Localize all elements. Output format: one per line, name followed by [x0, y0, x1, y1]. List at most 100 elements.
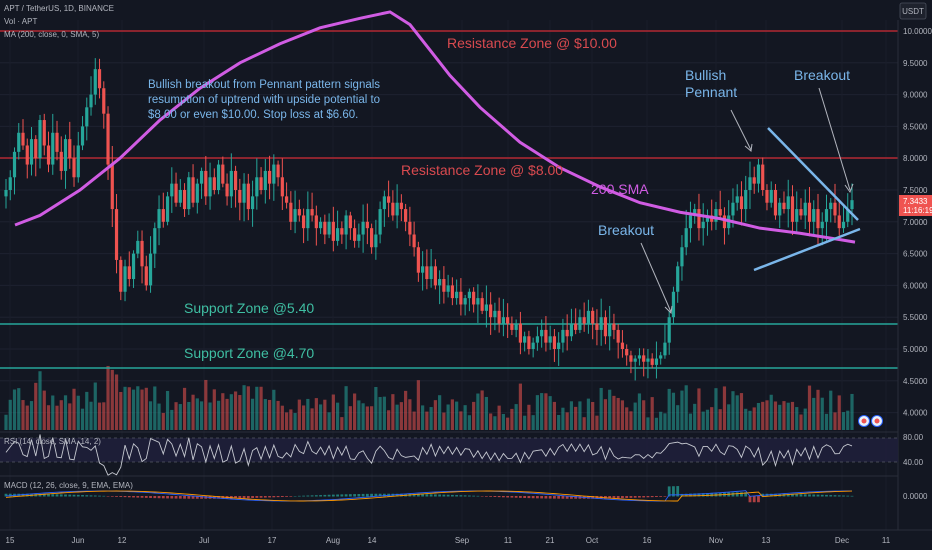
currency-button[interactable]: USDT — [899, 2, 927, 20]
volume-bar — [425, 411, 429, 430]
pennant-lower-line — [753, 227, 861, 272]
volume-bar — [263, 399, 267, 430]
candle-body — [637, 355, 642, 359]
macd-hist-bar — [514, 496, 518, 498]
macd-hist-bar — [106, 496, 110, 497]
volume-bar — [323, 399, 327, 430]
volume-bar — [4, 414, 8, 430]
volume-bar — [744, 408, 748, 430]
price-tag: 7.3433 11:16:19 — [899, 195, 932, 216]
candle-body — [246, 183, 250, 210]
candle-body — [38, 120, 42, 159]
volume-bar — [229, 394, 233, 430]
time-axis[interactable]: 15 Jun 12 Jul 17 Aug 14 Sep 11 21 Oct 16 Nov 13 Dec 11 — [6, 536, 891, 545]
volume-bar — [12, 389, 17, 430]
candle-body — [89, 94, 93, 108]
volume-bar — [297, 399, 301, 430]
macd-tick-zero: 0.0000 — [903, 492, 928, 501]
candle-body — [612, 323, 616, 330]
macd-hist-bar — [395, 493, 399, 497]
candle-body — [148, 253, 153, 286]
volume-bar — [446, 404, 450, 430]
macd-hist-bar — [553, 496, 556, 499]
volume-bar — [608, 389, 612, 430]
candle-body — [382, 196, 386, 210]
macd-hist-bar — [570, 496, 573, 499]
volume-bar — [412, 411, 416, 430]
volume-bar — [795, 407, 799, 430]
volume-bar — [552, 401, 557, 430]
chart-header: APT / TetherUS, 1D, BINANCE Vol · APT MA… — [4, 4, 114, 39]
macd-hist-bar — [476, 495, 480, 497]
pennant-label: Pennant — [685, 84, 737, 100]
candle-body — [620, 342, 625, 349]
breakout-top-arrow — [818, 87, 851, 191]
macd-hist-bar — [68, 494, 72, 497]
volume-bar — [204, 379, 208, 430]
volume-bar — [68, 403, 72, 430]
candle-body — [93, 69, 97, 95]
candle-body — [259, 177, 263, 190]
candle-body — [106, 113, 110, 165]
candle-body — [68, 139, 72, 159]
volume-bar — [586, 398, 591, 430]
volume-bar — [591, 401, 595, 430]
breakout-mid-arrow — [640, 242, 672, 313]
candle-body — [561, 329, 565, 343]
macd-hist-bar — [820, 494, 824, 497]
candle-body — [361, 221, 365, 235]
volume-bar — [527, 404, 531, 430]
macd-hist-bar — [217, 496, 220, 499]
time-axis-tick: Aug — [326, 536, 340, 545]
macd-hist-bar — [268, 496, 271, 498]
volume-bar — [497, 405, 501, 430]
macd-hist-bar — [297, 495, 301, 497]
volume-bar — [429, 407, 433, 430]
macd-hist-bar — [251, 496, 254, 498]
candle-body — [582, 317, 586, 324]
volume-bar — [161, 412, 165, 430]
macd-hist-bar — [157, 496, 161, 499]
candle-body — [144, 266, 148, 286]
candle-body — [97, 69, 102, 89]
candle-body — [497, 310, 501, 324]
volume-bar — [463, 405, 467, 430]
candle-body — [123, 266, 127, 292]
price-axis[interactable]: 10.0000 9.5000 9.0000 8.5000 8.0000 7.5000 7.0… — [903, 27, 932, 418]
volume-bar — [93, 382, 97, 430]
macd-hist-bar — [816, 494, 820, 497]
volume-bar — [404, 390, 408, 430]
breakout-top-arrow-head — [844, 183, 854, 194]
macd-hist-bar — [612, 496, 616, 499]
volume-bar — [476, 393, 480, 430]
price-axis-tick: 4.5000 — [903, 377, 928, 386]
macd-hist-bar — [825, 494, 828, 497]
candle-body — [731, 202, 735, 216]
macd-hist-bar — [98, 495, 101, 497]
volume-bar — [353, 393, 357, 430]
volume-bar — [136, 386, 140, 430]
price-axis-tick: 9.0000 — [903, 91, 928, 100]
candle-body — [187, 177, 191, 210]
macd-hist-bar — [591, 496, 595, 499]
candle-body — [55, 132, 59, 152]
candle-body — [484, 304, 488, 311]
candle-body — [136, 240, 140, 254]
macd-hist-bar — [200, 496, 203, 499]
candle-body — [697, 209, 701, 229]
volume-bar — [603, 399, 608, 430]
volume-bar — [114, 374, 119, 430]
candle-body — [761, 164, 765, 190]
candle-body — [221, 164, 225, 184]
volume-bar — [344, 386, 348, 430]
macd-hist-bar — [161, 496, 165, 499]
macd-hist-bar — [280, 496, 284, 497]
rsi-tick-80: 80.00 — [903, 433, 924, 442]
candle-body — [276, 164, 280, 178]
macd-hist-bar — [102, 495, 106, 497]
macd-hist-bar — [136, 496, 140, 498]
candle-body — [625, 349, 629, 356]
macd-hist-bar — [442, 494, 446, 497]
candle-body — [765, 190, 769, 203]
